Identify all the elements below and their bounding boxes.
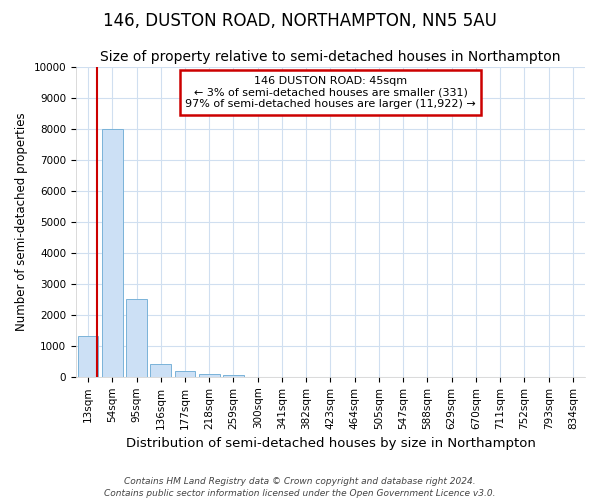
Bar: [78, 336, 98, 377]
Text: Contains HM Land Registry data © Crown copyright and database right 2024.
Contai: Contains HM Land Registry data © Crown c…: [104, 476, 496, 498]
Bar: [102, 128, 122, 377]
Text: 146 DUSTON ROAD: 45sqm
← 3% of semi-detached houses are smaller (331)
97% of sem: 146 DUSTON ROAD: 45sqm ← 3% of semi-deta…: [185, 76, 476, 109]
Bar: [175, 370, 195, 377]
Title: Size of property relative to semi-detached houses in Northampton: Size of property relative to semi-detach…: [100, 50, 561, 64]
Bar: [199, 374, 220, 377]
Bar: [151, 364, 171, 377]
X-axis label: Distribution of semi-detached houses by size in Northampton: Distribution of semi-detached houses by …: [125, 437, 535, 450]
Bar: [223, 376, 244, 377]
Text: 146, DUSTON ROAD, NORTHAMPTON, NN5 5AU: 146, DUSTON ROAD, NORTHAMPTON, NN5 5AU: [103, 12, 497, 30]
Y-axis label: Number of semi-detached properties: Number of semi-detached properties: [15, 112, 28, 331]
Bar: [126, 300, 147, 377]
